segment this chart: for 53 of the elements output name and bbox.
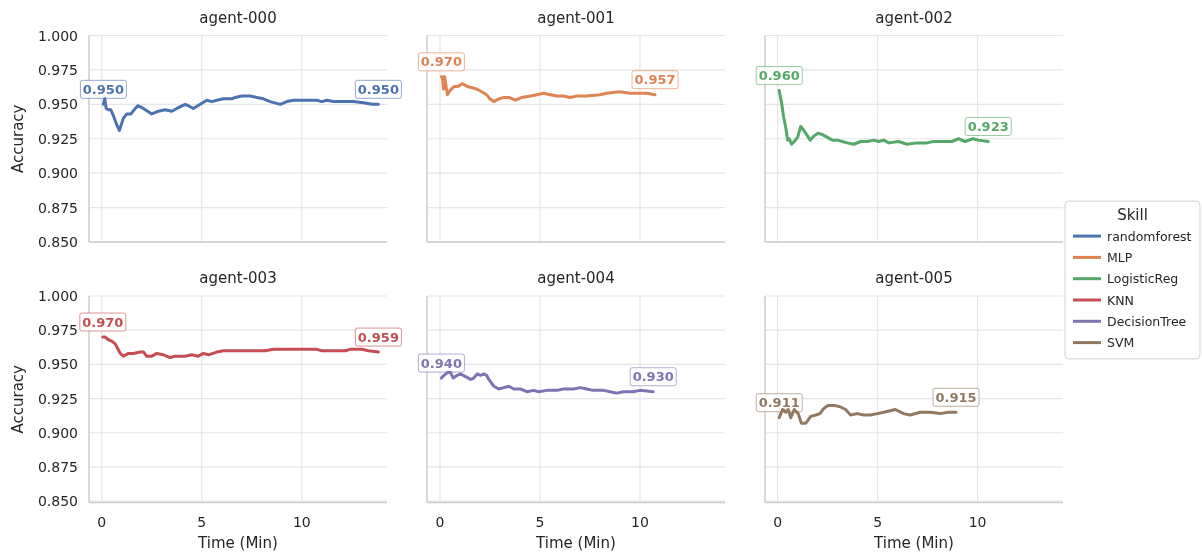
chart-title: agent-001 [537,8,615,27]
text: SVM [1107,335,1135,351]
y-tick-label: 0.900 [37,424,78,441]
x-tick-label: 10 [968,513,987,530]
x-axis-title: Time (Min) [197,533,278,552]
x-tick-label: 5 [873,513,883,530]
x-tick-label: 0 [435,513,445,530]
x-tick-label: 5 [535,513,545,530]
chart-title: agent-000 [199,8,277,27]
legend-label: LogisticReg [1107,271,1179,287]
data-label: 0.959 [357,329,399,345]
y-tick-label: 0.925 [37,390,78,407]
data-label: 0.940 [420,355,462,371]
x-tick-label: 10 [631,513,649,530]
data-label: 0.923 [967,119,1009,134]
y-tick-label: 0.950 [37,96,78,113]
y-tick-label: 1.000 [37,288,78,304]
data-label: 0.915 [935,389,977,405]
data-label: 0.950 [82,81,124,97]
x-tick-label: 0 [97,513,107,530]
y-tick-label: 0.975 [37,322,78,339]
chart-title: agent-002 [875,8,953,27]
data-label: 0.970 [420,54,462,70]
y-axis-title: Accuracy [9,104,27,173]
text: randomforest [1107,228,1192,244]
x-axis-title: Time (Min) [873,533,954,552]
x-tick-label: 5 [197,513,207,530]
chart-title: agent-005 [875,269,953,287]
text: DecisionTree [1107,313,1187,329]
y-tick-label: 0.875 [37,199,78,216]
y-tick-label: 0.975 [37,61,78,78]
chart-title: agent-003 [199,269,277,287]
legend-title: Skill [1117,206,1148,225]
text: MLP [1107,249,1133,265]
text: KNN [1107,292,1134,308]
data-label: 0.930 [632,369,674,385]
chart-title: agent-004 [537,269,615,287]
y-tick-label: 0.950 [37,356,78,373]
y-tick-label: 0.850 [37,234,78,250]
x-tick-label: 0 [773,513,783,530]
data-label: 0.970 [82,314,124,330]
y-tick-label: 0.900 [37,165,78,182]
y-axis-title: Accuracy [9,364,27,434]
data-label: 0.957 [634,72,676,88]
data-label: 0.911 [758,395,800,411]
y-tick-label: 0.925 [37,130,78,147]
x-tick-label: 10 [292,513,311,530]
data-label: 0.950 [357,81,399,97]
y-tick-label: 0.850 [37,493,78,510]
x-axis-title: Time (Min) [535,533,616,552]
y-tick-label: 1.000 [37,27,78,44]
y-tick-label: 0.875 [37,458,78,475]
data-label: 0.960 [758,68,800,84]
